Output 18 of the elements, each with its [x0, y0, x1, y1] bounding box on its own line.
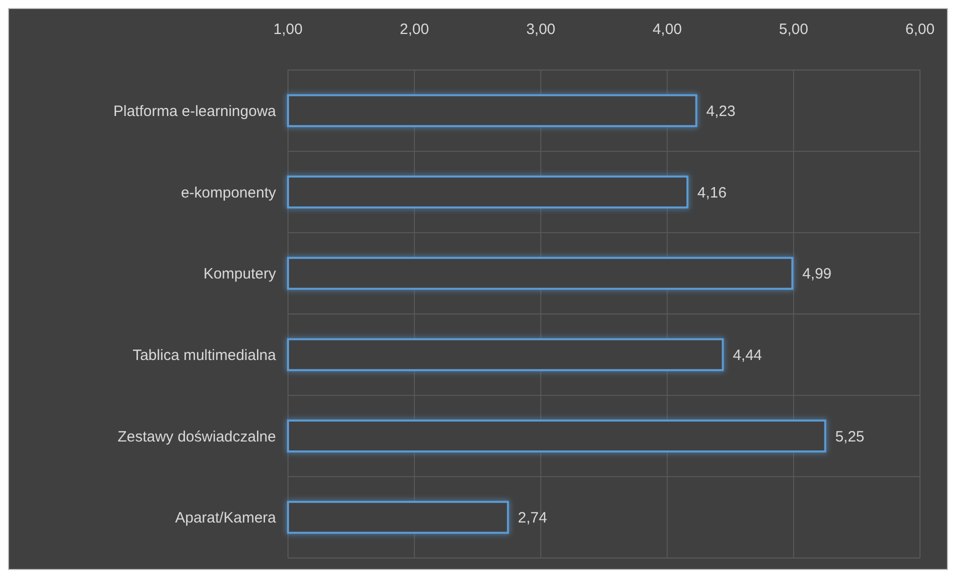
- data-label: 4,23: [706, 102, 736, 120]
- y-tick-label: Tablica multimedialna: [132, 346, 277, 364]
- y-tick-label: Platforma e-learningowa: [113, 102, 277, 120]
- x-tick-label: 2,00: [400, 21, 429, 38]
- data-label: 2,74: [518, 510, 548, 527]
- x-tick-label: 4,00: [652, 21, 682, 38]
- y-tick-label: Komputery: [203, 266, 276, 283]
- data-label: 4,99: [802, 266, 832, 283]
- y-tick-label: Aparat/Kamera: [175, 510, 277, 527]
- y-tick-label: e-komponenty: [180, 184, 276, 202]
- data-label: 5,25: [835, 428, 864, 446]
- y-tick-label: Zestawy doświadczalne: [118, 428, 276, 446]
- data-label: 4,44: [732, 346, 762, 364]
- x-tick-label: 1,00: [273, 21, 303, 38]
- x-tick-label: 5,00: [779, 21, 808, 38]
- x-tick-label: 6,00: [905, 21, 935, 38]
- x-tick-label: 3,00: [526, 21, 556, 38]
- data-label: 4,16: [697, 184, 727, 202]
